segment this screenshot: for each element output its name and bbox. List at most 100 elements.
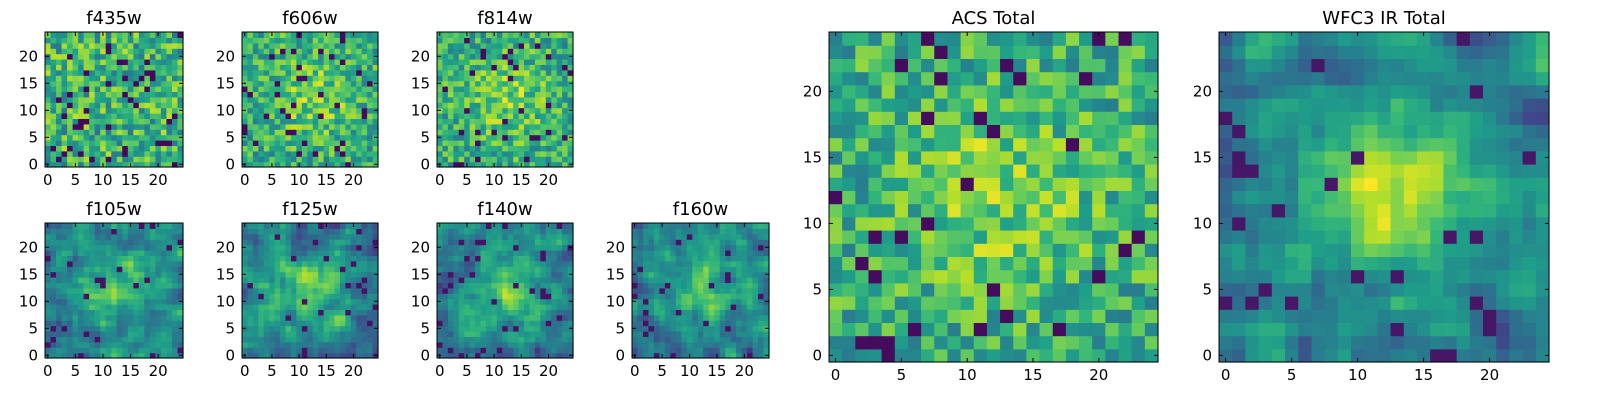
heatmap-cell (94, 266, 101, 273)
heatmap-cell (83, 59, 90, 65)
heatmap-cell (513, 266, 520, 273)
heatmap-cell (361, 86, 368, 92)
heatmap-cell (290, 298, 297, 305)
heatmap-cell (697, 223, 704, 229)
heatmap-cell (540, 293, 547, 300)
heatmap-cell (111, 96, 118, 103)
heatmap-cell (730, 341, 737, 348)
heatmap-cell (323, 37, 330, 44)
heatmap-cell (842, 216, 856, 231)
heatmap-cell (714, 255, 721, 262)
heatmap-cell (127, 150, 134, 157)
heatmap-cell (529, 75, 536, 82)
heatmap-cell (78, 42, 85, 49)
heatmap-cell (725, 341, 732, 348)
heatmap-cell (491, 118, 498, 125)
heatmap-cell (458, 80, 465, 87)
heatmap-cell (681, 260, 688, 267)
heatmap-cell (491, 293, 498, 300)
heatmap-cell (323, 287, 330, 294)
heatmap-cell (502, 123, 509, 130)
heatmap-cell (534, 320, 541, 327)
heatmap-cell (177, 118, 184, 125)
heatmap-cell (491, 244, 498, 251)
heatmap-cell (50, 347, 57, 354)
heatmap-cell (122, 32, 129, 38)
heatmap-cell (551, 129, 558, 136)
heatmap-cell (67, 298, 74, 305)
heatmap-cell (442, 129, 449, 136)
heatmap-cell (480, 255, 487, 262)
heatmap-cell (323, 53, 330, 60)
heatmap-cell (56, 86, 63, 92)
heatmap-cell (502, 325, 509, 332)
heatmap-cell (285, 102, 292, 109)
heatmap-cell (730, 309, 737, 316)
heatmap-cell (485, 64, 492, 71)
heatmap-cell (447, 244, 454, 251)
heatmap-cell (670, 250, 677, 256)
heatmap-cell (534, 239, 541, 246)
heatmap-cell (1079, 322, 1093, 337)
heatmap-cell (491, 42, 498, 49)
heatmap-cell (1000, 216, 1014, 231)
heatmap-cell (350, 320, 357, 327)
heatmap-cell (252, 325, 259, 332)
heatmap-cell (659, 336, 666, 343)
heatmap-cell (648, 244, 655, 251)
heatmap-cell (252, 80, 259, 87)
heatmap-cell (45, 260, 52, 267)
heatmap-cell (763, 287, 770, 294)
heatmap-cell (149, 331, 156, 337)
heatmap-cell (160, 250, 168, 256)
heatmap-cell (692, 293, 699, 300)
heatmap-cell (149, 250, 156, 256)
heatmap-cell (442, 59, 449, 65)
heatmap-cell (741, 325, 748, 332)
heatmap-cell (447, 352, 454, 359)
heatmap-cell (507, 42, 514, 49)
heatmap-cell (144, 277, 151, 283)
heatmap-cell (127, 69, 134, 76)
heatmap-cell (105, 282, 112, 289)
y-tick-label: 10 (216, 101, 235, 119)
heatmap-cell (453, 244, 460, 251)
heatmap-cell (730, 287, 737, 294)
heatmap-cell (61, 134, 68, 141)
heatmap-cell (350, 293, 357, 300)
heatmap-cell (83, 320, 90, 327)
heatmap-cell (442, 37, 449, 44)
heatmap-cell (534, 341, 541, 348)
heatmap-cell (127, 113, 134, 119)
heatmap-cell (345, 96, 352, 103)
heatmap-cell (367, 69, 374, 76)
heatmap-cell (177, 32, 184, 38)
heatmap-cell (247, 239, 254, 246)
heatmap-cell (345, 129, 352, 136)
heatmap-cell (89, 113, 96, 119)
heatmap-cell (518, 298, 525, 305)
heatmap-cell (285, 161, 292, 168)
heatmap-cell (973, 322, 988, 337)
heatmap-cell (361, 223, 368, 229)
heatmap-cell (263, 42, 270, 49)
heatmap-cell (72, 271, 79, 278)
y-tick-label: 15 (606, 265, 625, 283)
heatmap-cell (507, 91, 514, 98)
heatmap-cell (116, 347, 123, 354)
heatmap-cell (166, 140, 173, 146)
heatmap-cell (166, 287, 173, 294)
heatmap-cell (138, 282, 145, 289)
heatmap-cell (507, 37, 514, 44)
heatmap-cell (458, 48, 465, 55)
heatmap-cell (312, 161, 319, 168)
heatmap-cell (921, 256, 935, 271)
heatmap-cell (312, 266, 319, 273)
heatmap-cell (45, 48, 52, 55)
heatmap-cell (562, 228, 569, 235)
heatmap-cell (480, 64, 487, 71)
heatmap-cell (447, 233, 454, 240)
heatmap-cell (350, 282, 357, 289)
heatmap-cell (1026, 269, 1041, 284)
heatmap-cell (437, 341, 444, 348)
